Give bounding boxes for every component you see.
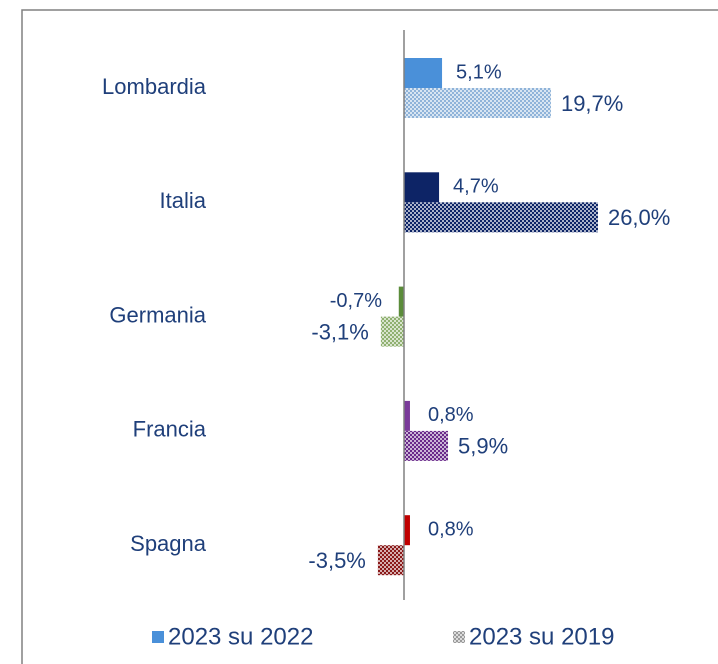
- value-label: 0,8%: [428, 404, 474, 426]
- category-label: Francia: [133, 417, 207, 442]
- value-label: 19,7%: [561, 91, 623, 116]
- category-label: Lombardia: [102, 74, 207, 99]
- category-label: Germania: [109, 302, 206, 327]
- value-label: -0,7%: [330, 290, 382, 312]
- legend-swatch: [453, 631, 465, 643]
- value-label: 4,7%: [453, 176, 499, 198]
- bar: [377, 545, 404, 576]
- value-label: -3,1%: [311, 319, 368, 344]
- category-label: Spagna: [130, 531, 207, 556]
- frame: [21, 9, 718, 664]
- bar: [404, 58, 443, 88]
- bar: [404, 88, 551, 118]
- value-label: 26,0%: [608, 205, 670, 230]
- bar: [404, 172, 440, 203]
- value-label: 0,8%: [428, 518, 474, 540]
- value-label: 5,1%: [456, 61, 502, 83]
- bar: [404, 400, 410, 431]
- bar: [404, 430, 449, 461]
- bar: [380, 316, 404, 347]
- legend-label: 2023 su 2022: [168, 623, 313, 650]
- bar: [404, 515, 410, 546]
- bar: [404, 202, 598, 233]
- legend-swatch: [152, 631, 164, 643]
- value-label: 5,9%: [458, 434, 508, 459]
- category-label: Italia: [160, 188, 207, 213]
- bar: [398, 286, 404, 317]
- value-label: -3,5%: [308, 548, 365, 573]
- legend-label: 2023 su 2019: [469, 623, 614, 650]
